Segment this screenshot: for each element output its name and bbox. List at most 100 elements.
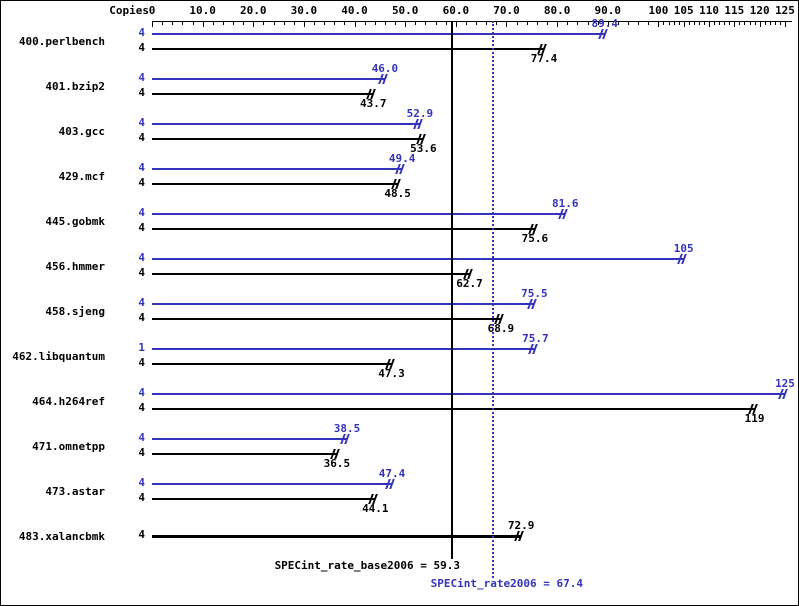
benchmark-label: 400.perlbench	[18, 35, 105, 48]
axis-minor-tick	[724, 22, 726, 25]
axis-major-tick	[785, 22, 786, 27]
axis-major-tick	[734, 22, 736, 27]
axis-minor-tick	[597, 22, 599, 25]
copies-value: 4	[138, 431, 145, 444]
axis-minor-tick	[587, 22, 589, 25]
bar-value-label: 75.6	[521, 232, 549, 245]
axis-tick-label: 10.0	[189, 4, 216, 17]
axis-minor-tick	[774, 22, 776, 25]
axis-minor-tick	[698, 22, 700, 25]
axis-minor-tick	[192, 22, 194, 25]
axis-tick-label: 0	[148, 4, 156, 17]
axis-minor-tick	[779, 22, 781, 25]
axis-minor-tick	[628, 22, 630, 25]
bar-value-label: 53.6	[410, 142, 437, 155]
axis-minor-tick	[172, 22, 174, 25]
axis-tick-label: 40.0	[341, 4, 368, 17]
axis-major-tick	[506, 22, 508, 27]
axis-minor-tick	[764, 22, 766, 25]
copies-value: 4	[138, 176, 145, 189]
axis-minor-tick	[314, 22, 316, 25]
peak-bar	[152, 78, 385, 80]
base-bar	[152, 498, 376, 500]
axis-minor-tick	[425, 22, 427, 25]
axis-minor-tick	[516, 22, 518, 25]
axis-minor-tick	[663, 22, 665, 25]
axis-tick-label: 100	[648, 4, 669, 17]
copies-value: 4	[138, 386, 145, 399]
benchmark-label: 456.hmmer	[45, 260, 105, 273]
axis-major-tick	[354, 22, 356, 27]
axis-minor-tick	[334, 22, 336, 25]
axis-minor-tick	[496, 22, 498, 25]
axis-minor-tick	[182, 22, 184, 25]
peak-bar	[152, 258, 684, 260]
bar-value-label: 38.5	[333, 422, 361, 435]
bar-value-label: 105	[673, 242, 694, 255]
copies-value: 4	[138, 71, 145, 84]
axis-minor-tick	[714, 22, 716, 25]
copies-value: 4	[138, 311, 145, 324]
bar-value-label: 75.7	[522, 332, 549, 345]
copies-value: 4	[138, 296, 145, 309]
axis-minor-tick	[233, 22, 235, 25]
axis-tick-label: 120	[749, 4, 770, 17]
axis-minor-tick	[567, 22, 569, 25]
axis-major-tick	[607, 22, 609, 27]
bar-value-label: 81.6	[551, 197, 579, 210]
axis-minor-tick	[435, 22, 437, 25]
axis-minor-tick	[719, 22, 721, 25]
axis-minor-tick	[283, 22, 285, 25]
axis-minor-tick	[476, 22, 478, 25]
axis-minor-tick	[546, 22, 548, 25]
bar-value-label: 52.9	[406, 107, 434, 120]
axis-tick-label: 90.0	[594, 4, 622, 17]
axis-major-tick	[557, 22, 559, 27]
bar-value-label: 47.4	[378, 467, 406, 480]
benchmark-label: 401.bzip2	[45, 80, 105, 93]
axis-tick-label: 110	[699, 4, 719, 17]
copies-value: 4	[138, 266, 145, 279]
bar-value-label: 46.0	[371, 62, 399, 75]
axis-tick-label: 20.0	[240, 4, 267, 17]
copies-value: 4	[138, 161, 145, 174]
base-bar	[152, 228, 535, 230]
bar-value-label: 49.4	[388, 152, 416, 165]
copies-value: 4	[138, 116, 145, 129]
base-bar	[152, 48, 544, 50]
benchmark-label: 429.mcf	[58, 170, 105, 183]
axis-minor-tick	[374, 22, 376, 25]
peak-bar	[152, 303, 535, 305]
axis-minor-tick	[445, 22, 447, 25]
axis-minor-tick	[324, 22, 326, 25]
axis-major-tick	[658, 22, 660, 27]
copies-column-header: Copies	[109, 4, 149, 17]
axis-minor-tick	[678, 22, 680, 25]
benchmark-label: 445.gobmk	[45, 215, 105, 228]
axis-minor-tick	[273, 22, 275, 25]
axis-tick-label: 50.0	[391, 4, 419, 17]
axis-minor-tick	[638, 22, 640, 25]
axis-minor-tick	[693, 22, 695, 25]
axis-minor-tick	[212, 22, 214, 25]
axis-minor-tick	[744, 22, 746, 25]
axis-minor-tick	[465, 22, 467, 25]
bar-value-label: 72.9	[507, 519, 535, 532]
copies-value: 4	[138, 476, 145, 489]
axis-minor-tick	[222, 22, 224, 25]
peak-mean-label: SPECint_rate2006 = 67.4	[430, 577, 583, 590]
axis-major-tick	[202, 22, 204, 27]
axis-major-tick	[455, 22, 457, 27]
axis-minor-tick	[648, 22, 650, 25]
base-bar	[152, 183, 398, 185]
benchmark-label: 483.xalancbmk	[18, 530, 105, 543]
copies-value: 4	[138, 356, 145, 369]
peak-bar	[152, 438, 347, 440]
axis-minor-tick	[749, 22, 751, 25]
axis-minor-tick	[243, 22, 245, 25]
axis-minor-tick	[617, 22, 619, 25]
copies-value: 4	[138, 251, 145, 264]
copies-value: 4	[138, 86, 145, 99]
